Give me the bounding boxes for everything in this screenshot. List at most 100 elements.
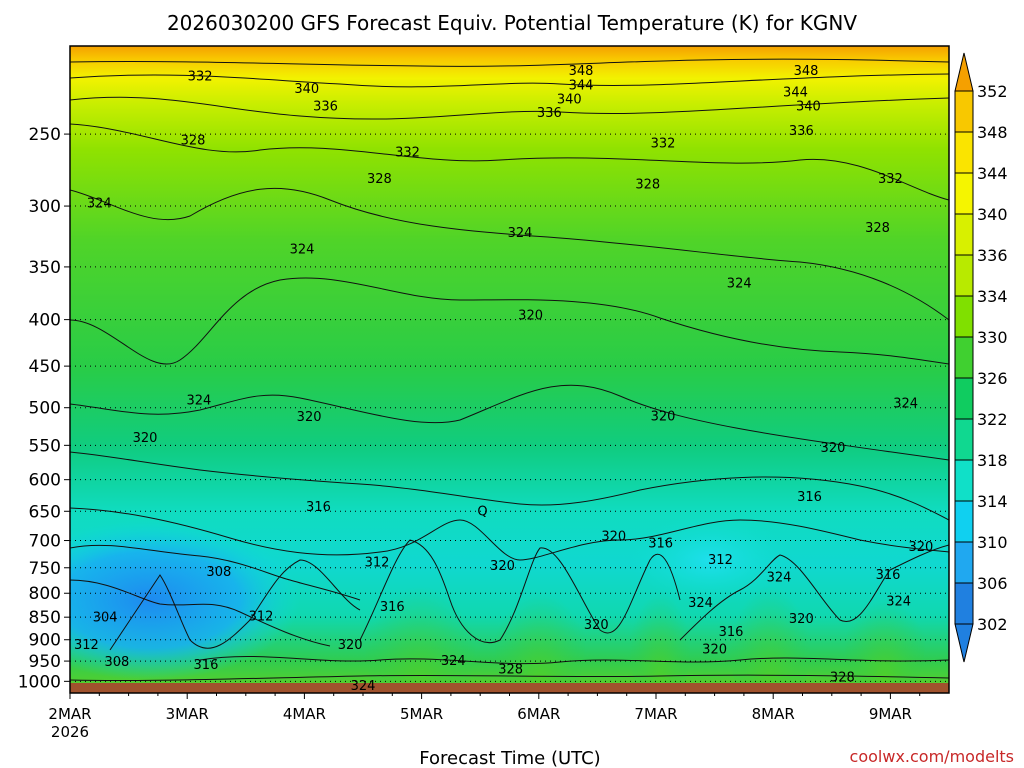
contour-label: 320: [789, 612, 814, 627]
colorbar-segment: [954, 377, 974, 420]
colorbar-segment: [954, 418, 974, 461]
contour-label: 312: [249, 610, 274, 625]
y-axis: 250 300 350 400 450 500 550 600 650 700 750 800 850 9…: [18, 125, 70, 692]
contour-label: 344: [569, 78, 594, 93]
contour-label: 332: [188, 69, 213, 84]
contour-label: 340: [294, 82, 319, 97]
y-tick-label: 500: [29, 399, 61, 419]
warm-plume-4: [845, 570, 925, 693]
y-tick-label: 800: [29, 584, 61, 604]
cold-pocket-left: [70, 520, 300, 680]
colorbar-label: 340: [977, 205, 1008, 224]
colorbar-label: 322: [977, 410, 1008, 429]
contour-label: 328: [830, 670, 855, 685]
plot-area: 3323403363283243243323283243203483443403…: [70, 46, 949, 694]
contour-label: 320: [297, 410, 322, 425]
warm-plume-2: [495, 560, 585, 693]
contour-label: 316: [194, 658, 219, 673]
x-tick-label: 9MAR: [869, 705, 912, 723]
contour-label: 348: [569, 64, 594, 79]
contour-label: 312: [708, 553, 733, 568]
credit-text: coolwx.com/modelts: [850, 747, 1014, 766]
contour-label: 324: [290, 243, 315, 258]
x-tick-label: 2MAR: [48, 705, 91, 723]
y-tick-label: 700: [29, 532, 61, 552]
colorbar-label: 318: [977, 451, 1008, 470]
colorbar-segment: [954, 213, 974, 256]
colorbar-segment: [954, 90, 974, 133]
x-tick-label: 5MAR: [400, 705, 443, 723]
contour-label: Q: [477, 504, 487, 519]
x-tick-label: 7MAR: [634, 705, 677, 723]
contour-label: 320: [821, 441, 846, 456]
contour-label: 328: [635, 177, 660, 192]
contour-label: 336: [313, 99, 338, 114]
contour-label: 324: [187, 394, 212, 409]
contour-label: 340: [557, 92, 582, 107]
contour-label: 328: [498, 662, 523, 677]
colorbar-segment: [954, 131, 974, 174]
colorbar-label: 348: [977, 123, 1008, 142]
contour-label: 316: [648, 536, 673, 551]
x-tick-label: 4MAR: [283, 705, 326, 723]
contour-label: 320: [908, 540, 933, 555]
contour-label: 324: [767, 571, 792, 586]
contour-label: 332: [878, 172, 903, 187]
y-tick-label: 550: [29, 436, 61, 456]
colorbar-segment: [954, 295, 974, 338]
contour-label: 320: [490, 559, 515, 574]
contour-label: 324: [727, 276, 752, 291]
contour-label: 336: [537, 106, 562, 121]
contour-label: 320: [338, 638, 363, 653]
y-tick-label: 900: [29, 631, 61, 651]
contour-label: 328: [865, 221, 890, 236]
contour-label: 340: [796, 99, 821, 114]
contour-label: 316: [876, 568, 901, 583]
colorbar-segment: [954, 336, 974, 379]
colorbar-segment: [954, 500, 974, 543]
colorbar-segment: [954, 172, 974, 215]
contour-label: 320: [133, 431, 158, 446]
contour-label: 316: [797, 490, 822, 505]
contour-label: 348: [794, 64, 819, 79]
colorbar-label: 326: [977, 369, 1008, 388]
colorbar-label: 352: [977, 82, 1008, 101]
contour-label: 328: [181, 133, 206, 148]
contour-label: 324: [441, 654, 466, 669]
contour-label: 344: [783, 85, 808, 100]
x-tick-label: 8MAR: [752, 705, 795, 723]
contour-label: 320: [651, 409, 676, 424]
colorbar-label: 334: [977, 287, 1008, 306]
contour-label: 324: [688, 596, 713, 611]
chart-title: 2026030200 GFS Forecast Equiv. Potential…: [167, 11, 857, 35]
contour-label: 312: [74, 638, 99, 653]
contour-label: 324: [508, 226, 533, 241]
colorbar-label: 306: [977, 574, 1008, 593]
ground-strip: [70, 683, 949, 693]
warm-plume-1: [365, 550, 475, 693]
colorbar-label: 314: [977, 492, 1008, 511]
colorbar-label: 344: [977, 164, 1008, 183]
y-tick-label: 850: [29, 608, 61, 628]
y-tick-label: 600: [29, 471, 61, 491]
colorbar-label: 330: [977, 328, 1008, 347]
y-tick-label: 950: [29, 652, 61, 672]
y-tick-label: 300: [29, 197, 61, 217]
contour-label: 336: [789, 124, 814, 139]
colorbar-label: 302: [977, 615, 1008, 634]
contour-label: 320: [702, 642, 727, 657]
contour-label: 320: [601, 530, 626, 545]
contour-labels: 3323403363283243243323283243203483443403…: [74, 64, 933, 694]
contour-label: 324: [893, 397, 918, 412]
contour-label: 320: [518, 309, 543, 324]
colorbar-segment: [954, 582, 974, 625]
colorbar-segment: [954, 459, 974, 502]
contour-label: 324: [351, 679, 376, 694]
y-tick-label: 750: [29, 559, 61, 579]
colorbar-extend-top: [954, 52, 974, 92]
contour-label: 328: [367, 172, 392, 187]
y-tick-label: 350: [29, 258, 61, 278]
y-tick-label: 450: [29, 357, 61, 377]
x-tick-label: 3MAR: [166, 705, 209, 723]
